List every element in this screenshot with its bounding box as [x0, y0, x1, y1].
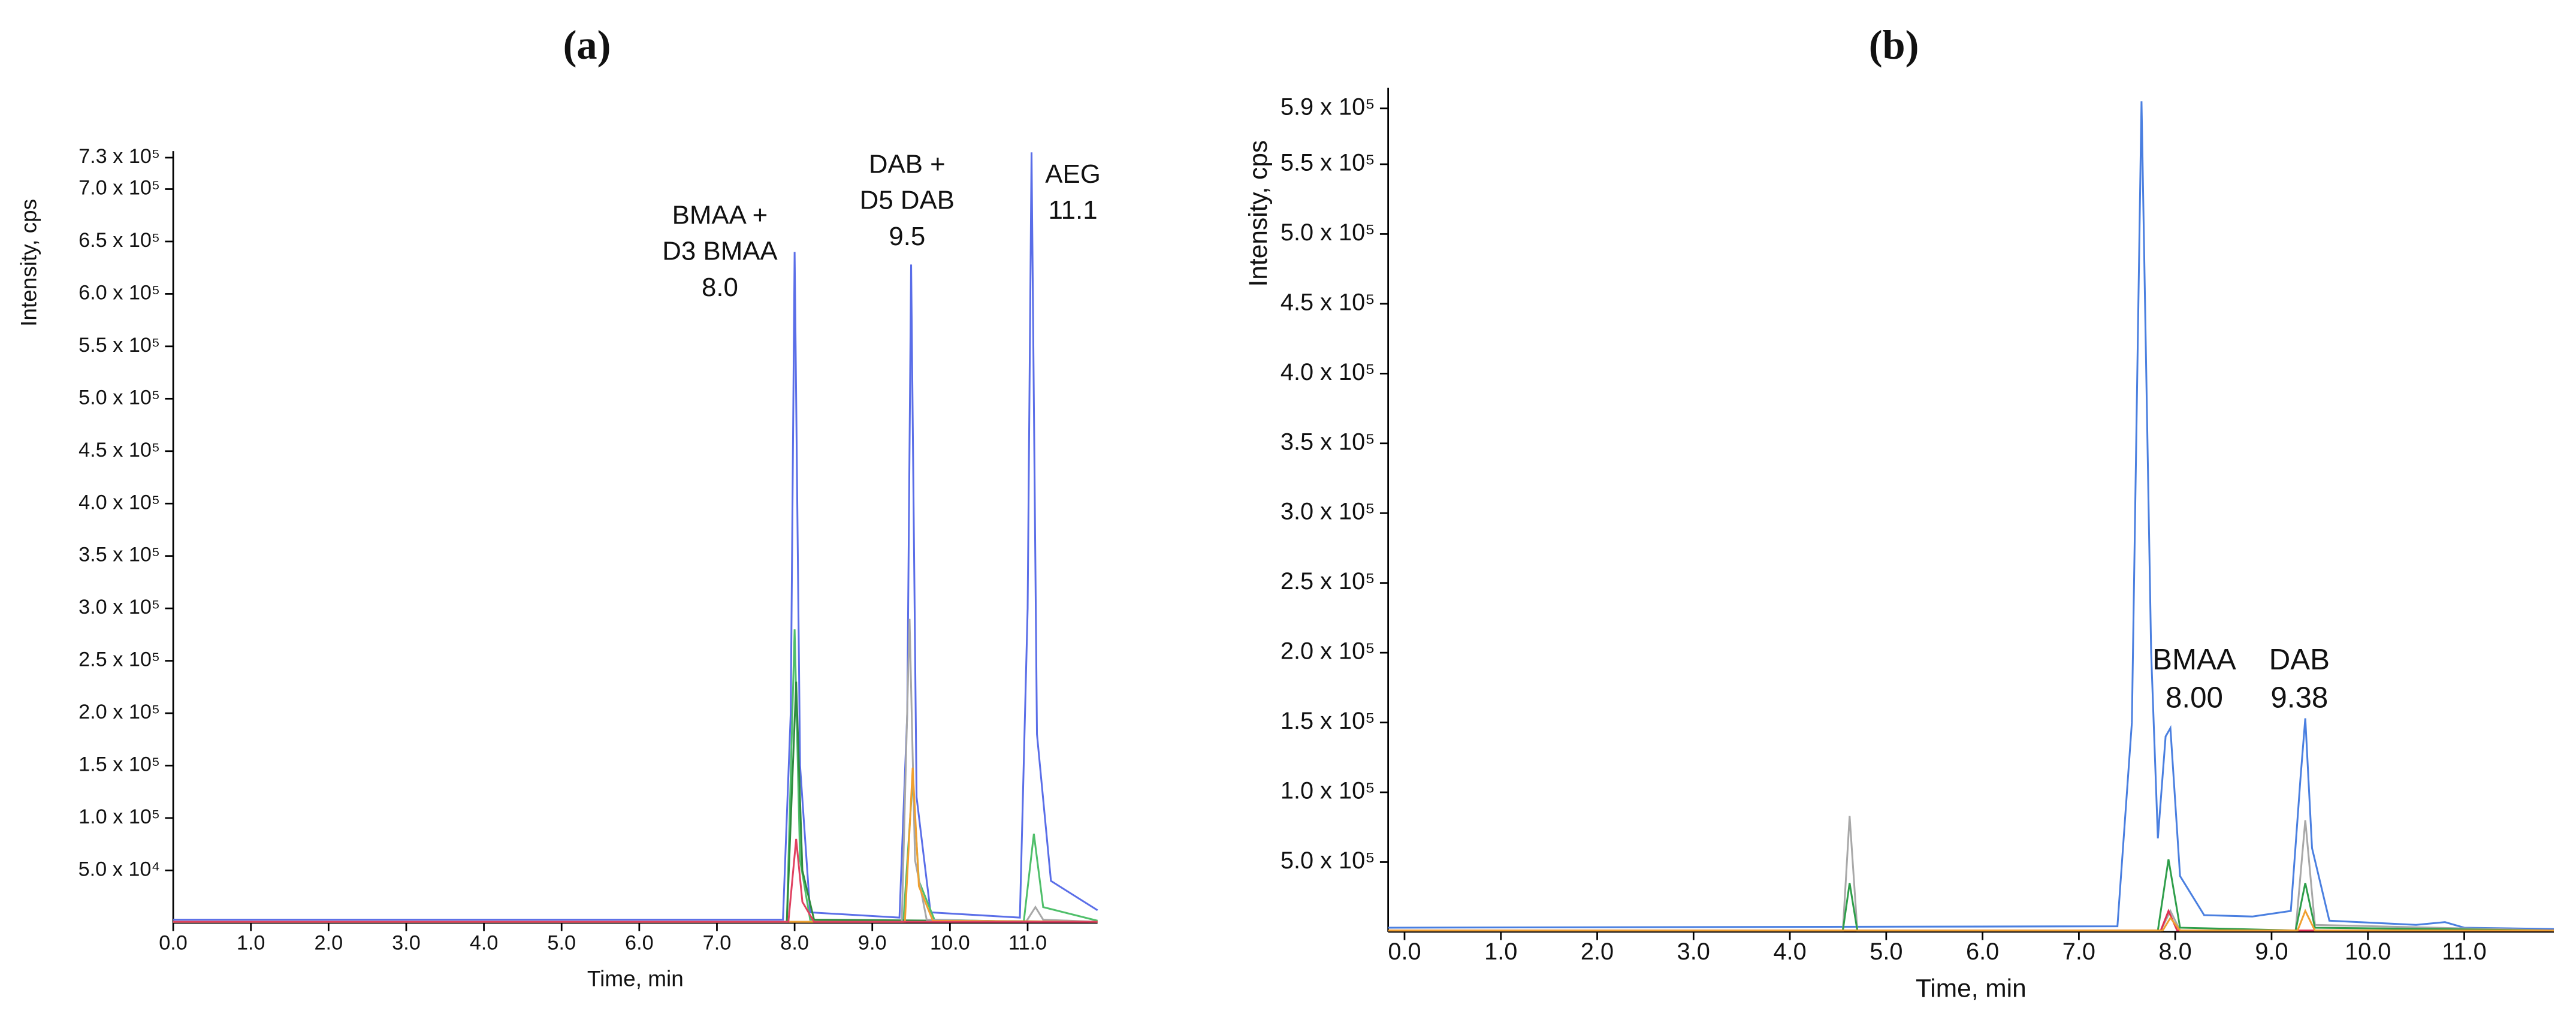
peak-label: DAB + [869, 149, 946, 179]
peak-label: 9.5 [889, 222, 925, 251]
y-tick-label: 5.5 x 10⁵ [78, 334, 160, 357]
y-tick-label: 7.3 x 10⁵ [78, 145, 160, 168]
peak-label: 11.1 [1049, 195, 1098, 225]
y-tick-label: 1.0 x 10⁵ [78, 805, 160, 828]
x-axis-title: Time, min [587, 967, 684, 991]
x-tick-label: 3.0 [1677, 938, 1710, 965]
x-tick-label: 0.0 [1388, 938, 1421, 965]
x-tick-label: 0.0 [159, 932, 188, 955]
x-tick-label: 1.0 [237, 932, 265, 955]
y-tick-label: 6.5 x 10⁵ [78, 229, 160, 252]
y-tick-label: 1.5 x 10⁵ [1281, 708, 1375, 734]
peak-label: DAB [2269, 643, 2330, 676]
x-tick-label: 2.0 [1581, 938, 1614, 965]
y-tick-label: 1.0 x 10⁵ [1281, 778, 1375, 804]
y-tick-label: 2.5 x 10⁵ [78, 648, 160, 671]
x-tick-label: 9.0 [858, 932, 887, 955]
x-tick-label: 3.0 [392, 932, 421, 955]
peak-label: 8.00 [2166, 681, 2223, 714]
x-axis-title: Time, min [1916, 974, 2027, 1002]
y-tick-label: 3.5 x 10⁵ [78, 544, 160, 566]
x-tick-label: 11.0 [2442, 938, 2486, 965]
peak-label: BMAA + [672, 200, 768, 230]
peak-label: 9.38 [2270, 681, 2328, 714]
y-tick-label: 5.5 x 10⁵ [1281, 149, 1375, 176]
y-tick-label: 6.0 x 10⁵ [78, 281, 160, 304]
peak-label: AEG [1045, 159, 1101, 189]
y-tick-label: 5.0 x 10⁵ [1281, 847, 1375, 874]
trace [173, 618, 1098, 923]
x-tick-label: 6.0 [1966, 938, 1999, 965]
x-tick-label: 5.0 [1870, 938, 1902, 965]
y-tick-label: 5.9 x 10⁵ [1281, 93, 1375, 120]
trace [1388, 101, 2554, 930]
x-tick-label: 7.0 [703, 932, 732, 955]
y-tick-label: 4.0 x 10⁵ [78, 491, 160, 514]
y-axis-title: Intensity, cps [16, 199, 41, 327]
peak-label: D3 BMAA [662, 237, 778, 266]
x-tick-label: 5.0 [547, 932, 576, 955]
x-tick-label: 10.0 [2345, 938, 2391, 965]
y-tick-label: 3.0 x 10⁵ [78, 596, 160, 618]
x-tick-label: 6.0 [625, 932, 654, 955]
trace [173, 767, 1098, 923]
y-tick-label: 4.5 x 10⁵ [1281, 289, 1375, 315]
y-tick-label: 1.5 x 10⁵ [78, 753, 160, 776]
peak-label: 8.0 [702, 273, 738, 302]
y-tick-label: 2.5 x 10⁵ [1281, 568, 1375, 595]
x-tick-label: 8.0 [780, 932, 809, 955]
x-tick-label: 11.0 [1008, 932, 1047, 955]
y-tick-label: 3.5 x 10⁵ [1281, 428, 1375, 455]
y-tick-label: 5.0 x 10⁵ [1281, 219, 1375, 246]
y-tick-label: 2.0 x 10⁵ [78, 701, 160, 723]
trace [1388, 909, 2554, 932]
trace [1388, 859, 2554, 932]
panel-title: (a) [563, 22, 611, 68]
y-tick-label: 5.0 x 10⁵ [78, 386, 160, 409]
x-tick-label: 7.0 [2062, 938, 2095, 965]
y-tick-label: 2.0 x 10⁵ [1281, 638, 1375, 665]
peak-label: BMAA [2152, 643, 2236, 676]
trace [173, 838, 1098, 923]
y-tick-label: 3.0 x 10⁵ [1281, 499, 1375, 525]
x-tick-label: 4.0 [1773, 938, 1806, 965]
y-tick-label: 7.0 x 10⁵ [78, 177, 160, 200]
x-tick-label: 9.0 [2255, 938, 2288, 965]
x-tick-label: 4.0 [470, 932, 499, 955]
x-tick-label: 8.0 [2159, 938, 2192, 965]
x-tick-label: 1.0 [1484, 938, 1517, 965]
x-tick-label: 10.0 [930, 932, 970, 955]
y-axis-title: Intensity, cps [1244, 140, 1272, 287]
trace [173, 152, 1098, 921]
trace [1388, 816, 2554, 932]
panel-title: (b) [1869, 22, 1919, 68]
trace [173, 629, 1098, 923]
trace [173, 681, 1098, 923]
x-tick-label: 2.0 [315, 932, 343, 955]
y-tick-label: 4.0 x 10⁵ [1281, 359, 1375, 385]
y-tick-label: 5.0 x 10⁴ [78, 858, 161, 880]
y-tick-label: 4.5 x 10⁵ [78, 439, 160, 461]
peak-label: D5 DAB [860, 186, 955, 215]
